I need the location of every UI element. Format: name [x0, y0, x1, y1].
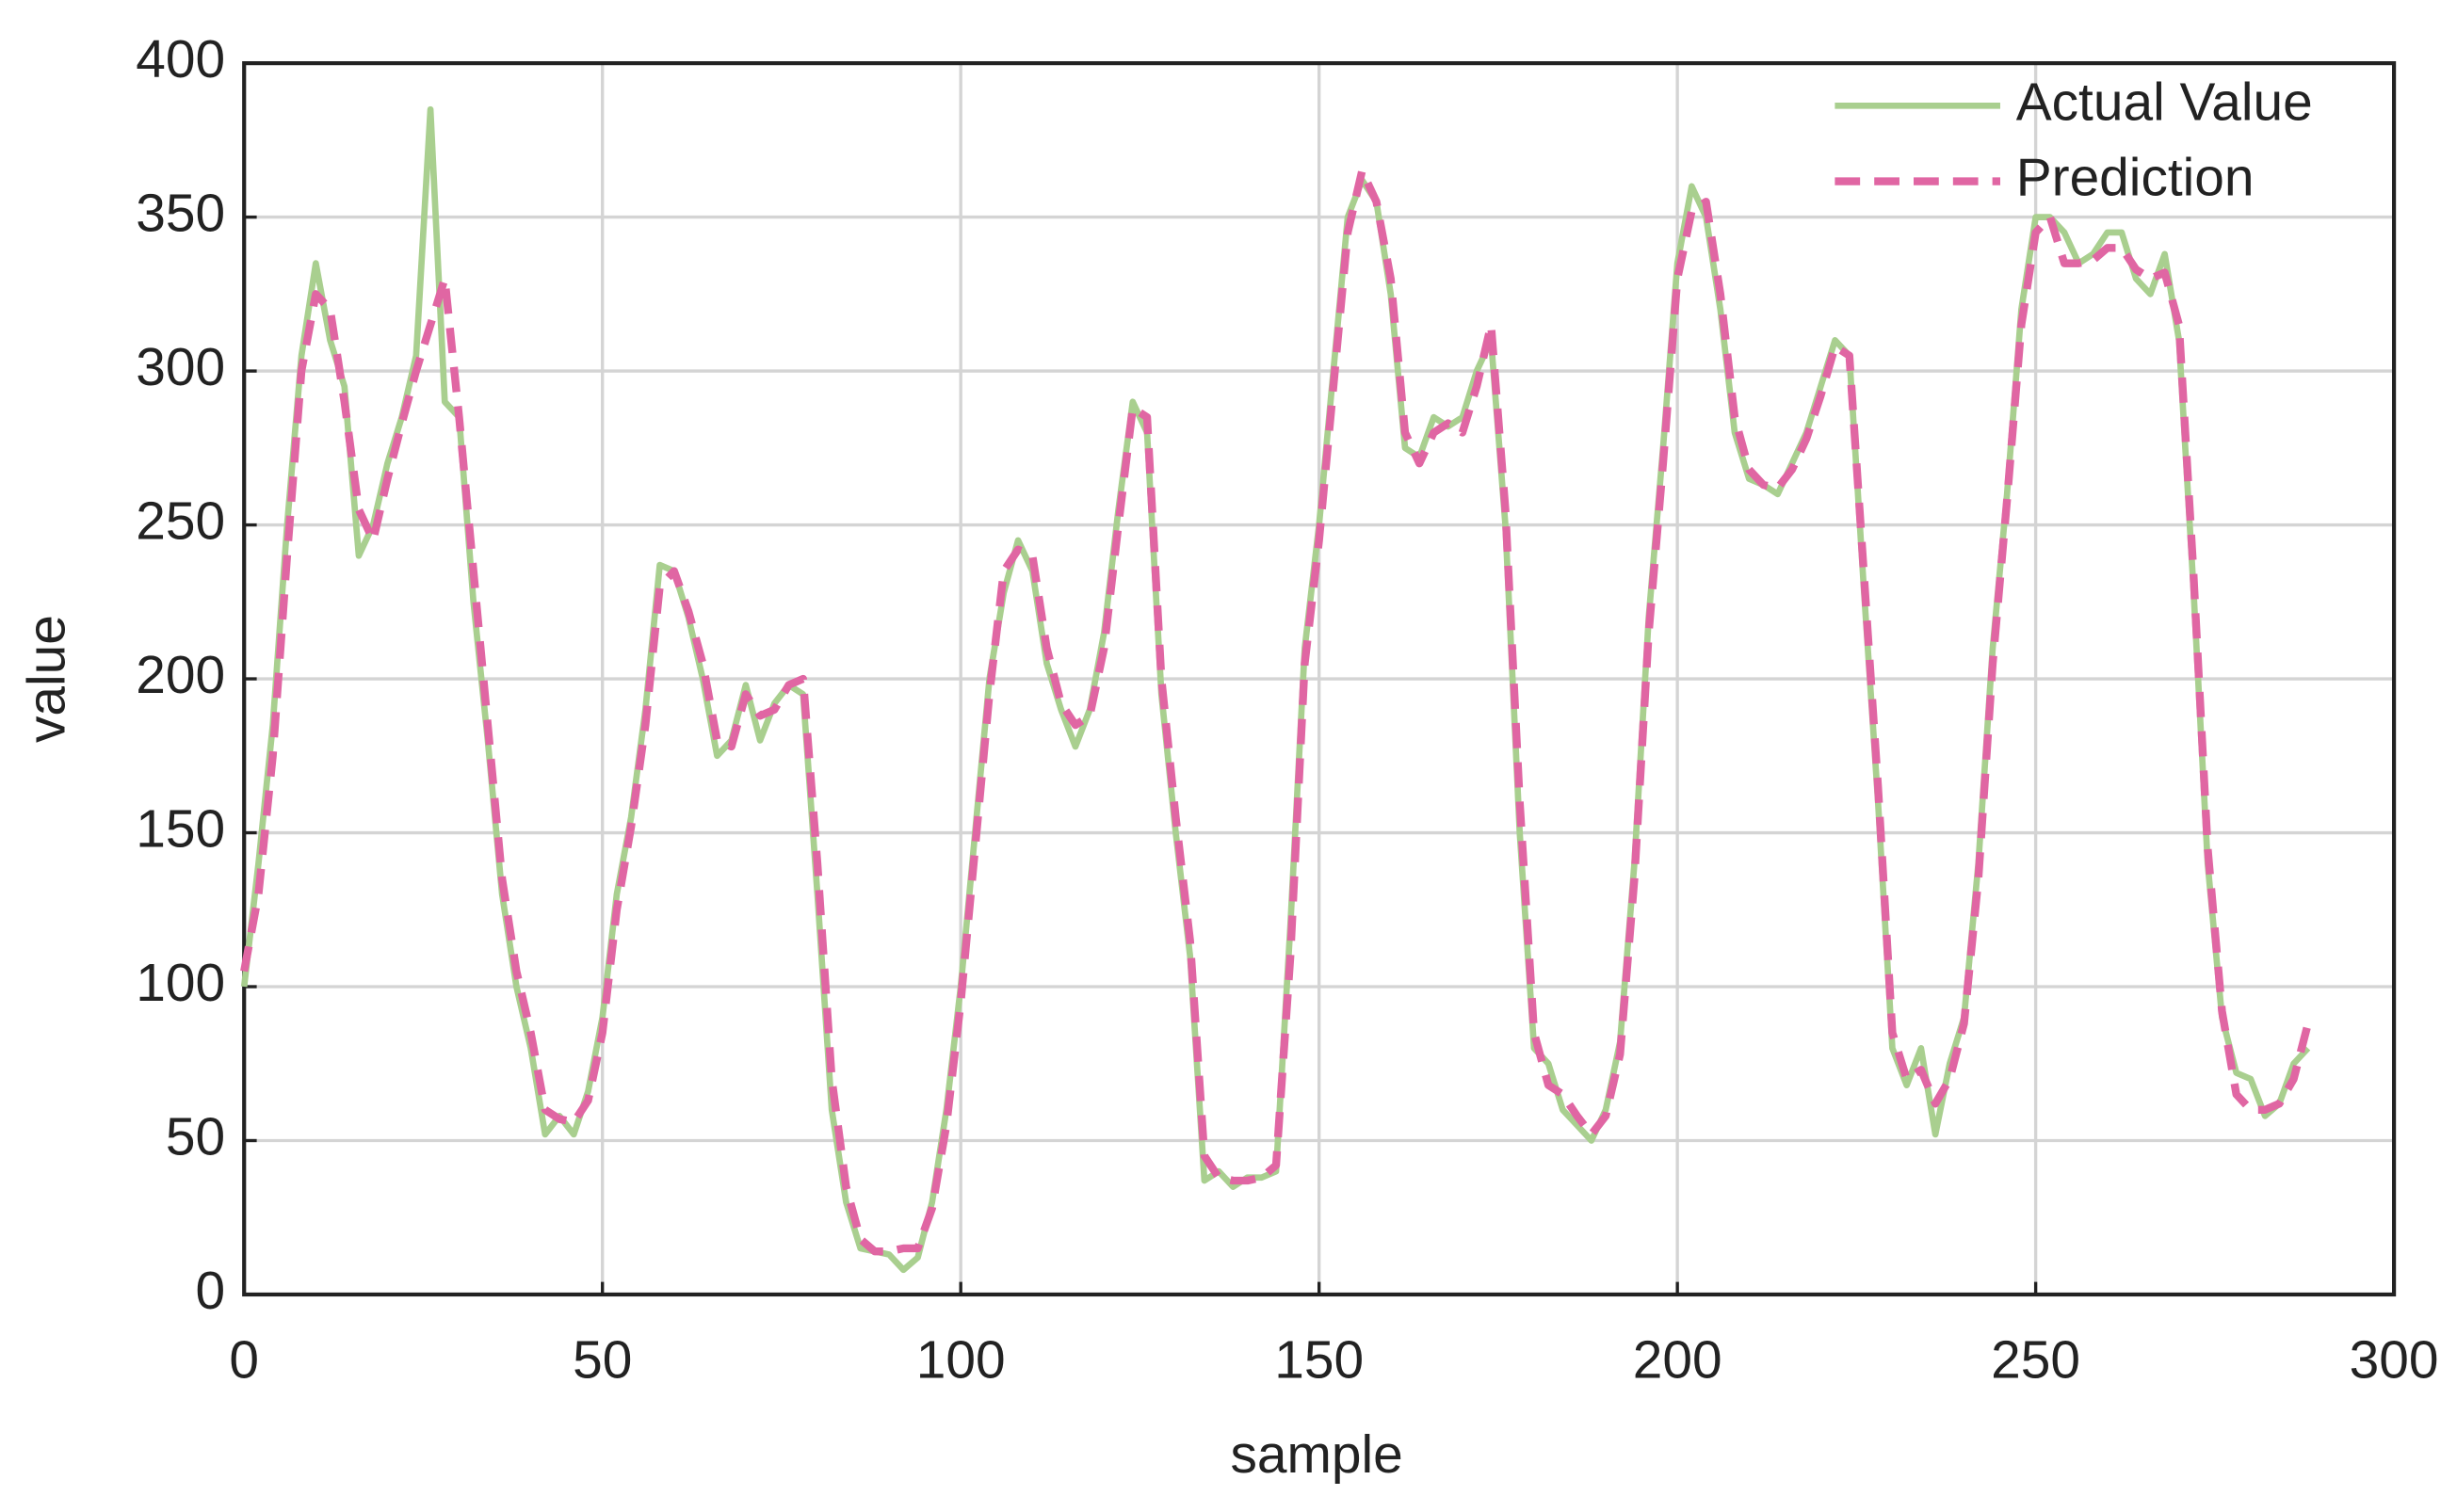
y-tick-label: 250 [136, 492, 225, 552]
y-tick-label: 100 [136, 954, 225, 1013]
y-tick-label: 400 [136, 30, 225, 89]
y-tick-label: 350 [136, 185, 225, 244]
series-line [240, 167, 2312, 1256]
series-line [240, 105, 2311, 1274]
y-tick-label: 0 [196, 1262, 226, 1321]
x-axis-label: sample [1231, 1425, 1403, 1485]
legend-label: Prediction [2016, 149, 2255, 208]
y-axis-label: value [18, 615, 77, 743]
x-tick-label: 200 [1633, 1331, 1722, 1391]
y-tick-label: 300 [136, 338, 225, 397]
legend-label: Actual Value [2016, 72, 2313, 132]
y-tick-label: 50 [166, 1108, 225, 1167]
x-tick-label: 150 [1274, 1331, 1364, 1391]
y-tick-label: 150 [136, 800, 225, 860]
x-tick-label: 100 [916, 1331, 1006, 1391]
x-tick-label: 0 [229, 1331, 259, 1391]
plot-frame [242, 61, 2397, 1297]
x-tick-label: 50 [573, 1331, 632, 1391]
x-tick-label: 250 [1991, 1331, 2080, 1391]
y-tick-label: 200 [136, 646, 225, 705]
x-tick-label: 300 [2350, 1331, 2439, 1391]
